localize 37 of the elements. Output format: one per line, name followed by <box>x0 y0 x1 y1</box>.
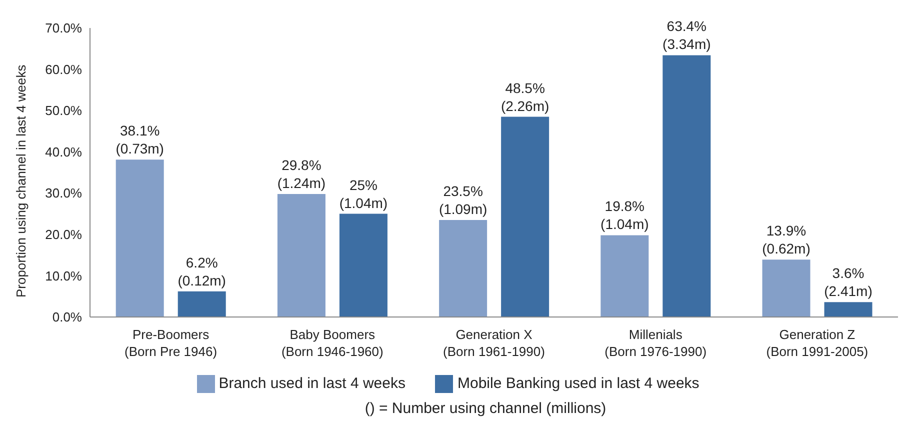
x-tick-label: Baby Boomers (Born 1946-1960) <box>281 326 384 359</box>
data-label: 63.4% (3.34m) <box>662 18 711 52</box>
bar <box>824 302 872 317</box>
y-tick-label: 70.0% <box>45 20 82 36</box>
data-label: 3.6% (2.41m) <box>824 265 872 300</box>
x-tick-label: Millenials (Born 1976-1990) <box>604 326 707 359</box>
y-tick-label: 10.0% <box>45 268 82 284</box>
bar <box>439 220 488 317</box>
bar <box>600 235 649 317</box>
legend-label: Branch used in last 4 weeks <box>218 374 406 392</box>
x-tick-label: Generation Z (Born 1991-2005) <box>766 326 868 359</box>
legend-label: Mobile Banking used in last 4 weeks <box>457 374 700 392</box>
data-label: 48.5% (2.26m) <box>500 80 550 114</box>
data-label: 13.9% (0.62m) <box>762 222 810 257</box>
y-tick-label: 0.0% <box>52 310 82 325</box>
bar <box>339 214 388 317</box>
bar <box>277 194 326 317</box>
data-label: 19.8% (1.04m) <box>600 198 649 232</box>
data-label: 29.8% (1.24m) <box>277 156 326 191</box>
data-label: 23.5% (1.09m) <box>438 182 488 217</box>
y-axis-title: Proportion using channel in last 4 weeks <box>14 64 29 298</box>
x-tick-label: Generation X (Born 1961-1990) <box>443 326 545 359</box>
x-tick-label: Pre-Boomers (Born Pre 1946) <box>124 326 218 359</box>
y-tick-label: 30.0% <box>45 186 82 201</box>
y-tick-label: 60.0% <box>45 62 82 77</box>
bar <box>662 55 711 317</box>
text: () = Number using channel (millions) <box>364 400 608 417</box>
bar <box>116 160 164 317</box>
y-tick-label: 40.0% <box>45 144 82 160</box>
bar <box>178 291 226 317</box>
y-tick-label: 20.0% <box>45 227 82 242</box>
bar <box>762 260 810 317</box>
bar <box>501 116 550 317</box>
y-tick-label: 50.0% <box>45 103 82 118</box>
data-label: 38.1% (0.73m) <box>116 122 164 157</box>
data-label: 25% (1.04m) <box>339 176 388 211</box>
data-label: 6.2% (0.12m) <box>178 254 226 288</box>
